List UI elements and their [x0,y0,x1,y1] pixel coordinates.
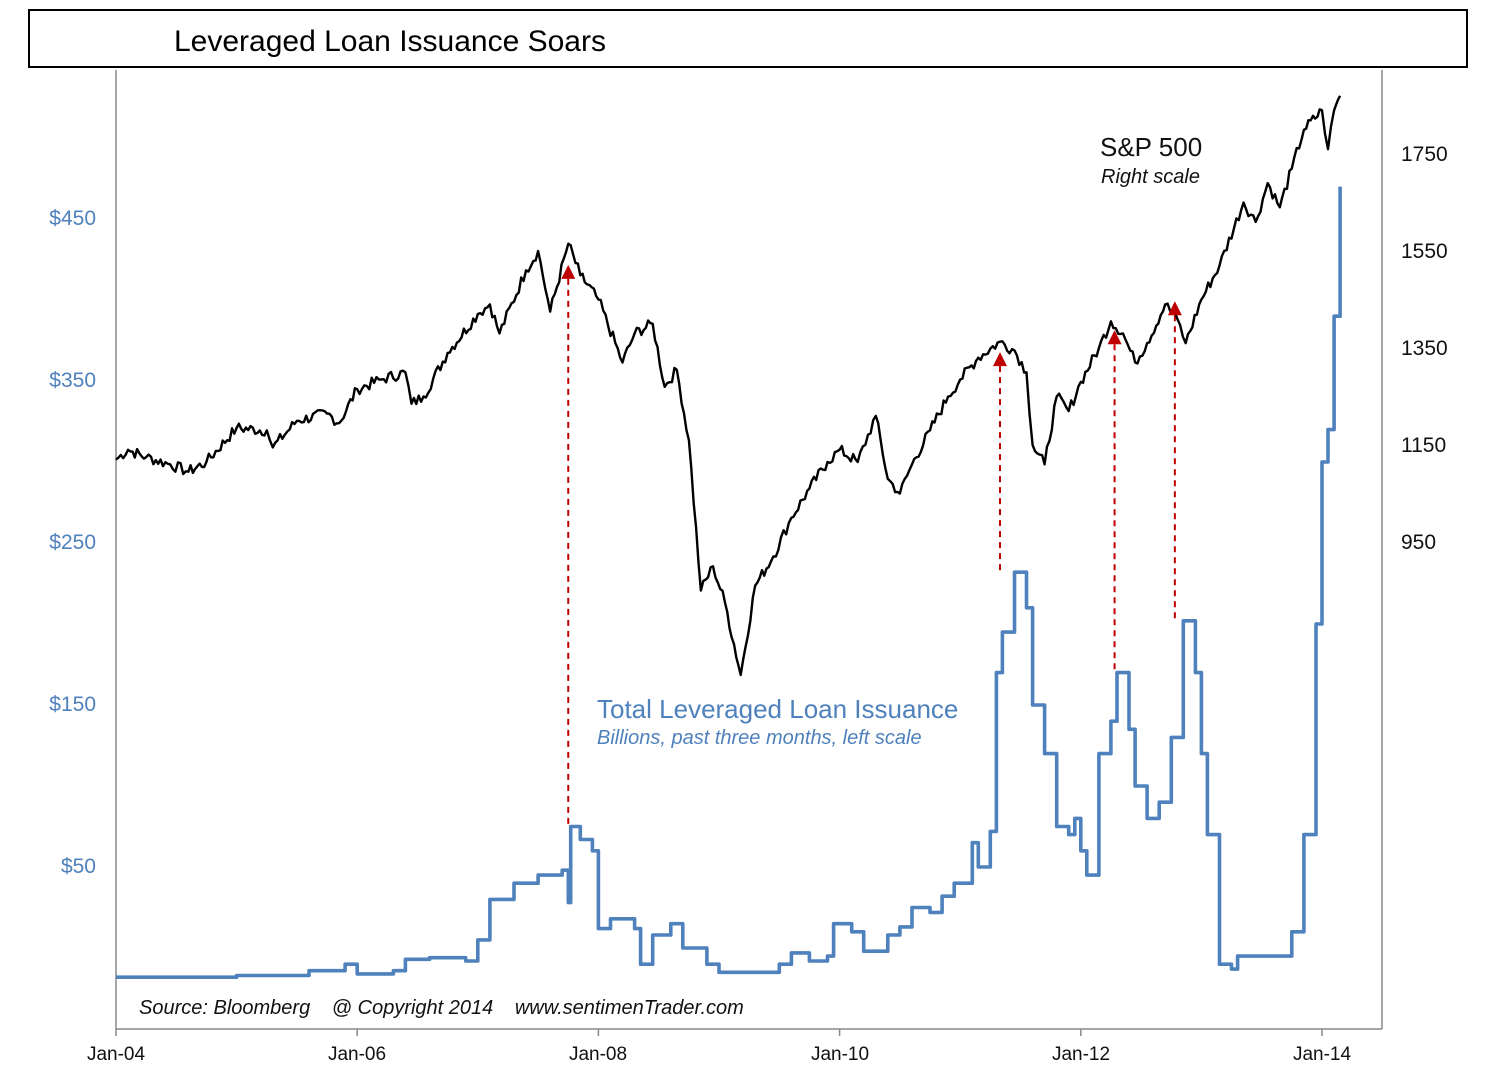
x-axis-tick-label: Jan-12 [1051,1044,1111,1065]
left-axis-tick-label: $250 [49,531,96,554]
x-axis-tick-label: Jan-08 [568,1044,628,1065]
website-text: www.sentimenTrader.com [514,997,744,1019]
left-axis-tick-label: $50 [60,855,96,878]
left-axis-tick-label: $450 [49,207,96,230]
sp500-line [115,95,1342,677]
marker-connectors [567,278,1176,827]
right-axis-tick-label: 950 [1401,531,1437,554]
x-axis-tick-label: Jan-06 [327,1044,387,1065]
right-axis-tick-label: 1350 [1401,337,1448,360]
right-axis-tick-label: 1550 [1401,240,1448,263]
right-axis-tick-label: 1750 [1401,143,1448,166]
loan-series-sublabel: Billions, past three months, left scale [597,727,922,749]
peak-marker-triangle [1167,301,1182,316]
right-axis-tick-label: 1150 [1401,434,1447,457]
peak-marker-triangle [992,352,1007,367]
x-axis-tick-label: Jan-10 [810,1044,870,1065]
x-axis-tick-label: Jan-14 [1292,1044,1352,1065]
axes [115,70,1383,1036]
source-text: Source: Bloomberg [139,997,311,1019]
source-note: Source: Bloomberg @ Copyright 2014 www.s… [139,997,760,1020]
sp500-series-label: S&P 500 [1100,132,1203,162]
left-axis-tick-label: $350 [49,369,96,392]
sp500-series-sublabel: Right scale [1101,166,1200,188]
peak-marker-triangle [1107,330,1122,345]
peak-marker-triangle [561,264,576,279]
left-axis-tick-label: $150 [49,693,96,716]
loan-series-label: Total Leveraged Loan Issuance [597,694,959,724]
x-axis-tick-label: Jan-04 [86,1044,146,1065]
chart-title-box: Leveraged Loan Issuance Soars [28,9,1468,68]
chart-title: Leveraged Loan Issuance Soars [174,25,606,58]
copyright-text: @ Copyright 2014 [331,997,494,1019]
loan-issuance-line [116,186,1342,979]
series-group [115,95,1342,979]
peak-markers [561,264,1182,367]
